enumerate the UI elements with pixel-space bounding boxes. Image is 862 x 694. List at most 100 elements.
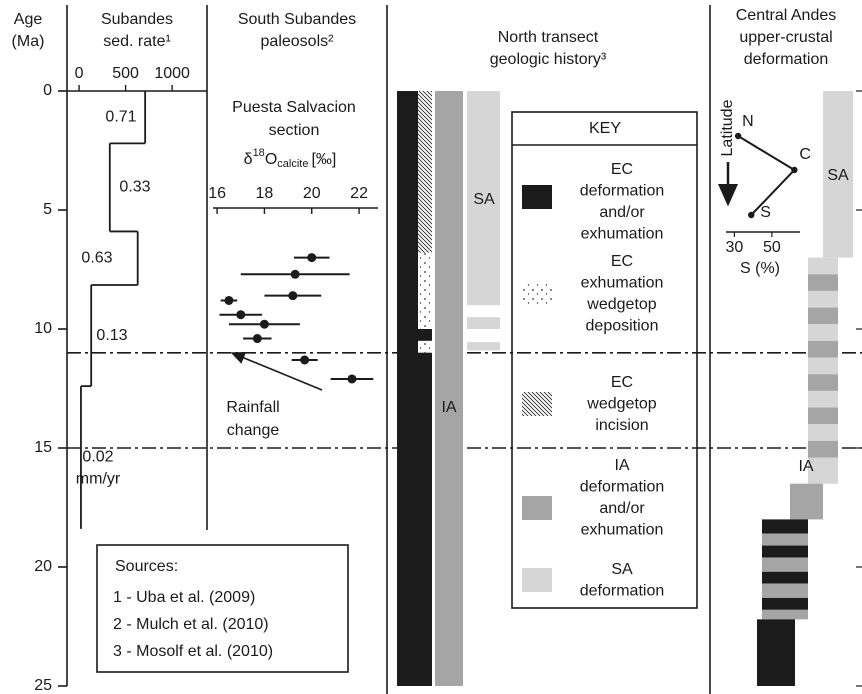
x-tick-label: 22 [350, 185, 368, 202]
column-label: IA [798, 458, 813, 475]
inset-x-label: S (%) [740, 260, 780, 277]
key-label: exhumation [581, 275, 664, 292]
source-item: 1 - Uba et al. (2009) [113, 589, 255, 606]
x-tick-label: 500 [112, 65, 139, 82]
value-label: 0.02 [82, 449, 113, 466]
key-label: exhumation [581, 226, 664, 243]
x-axis-title: δ18Ocalcite [‰] [244, 147, 337, 170]
x-tick-label: 16 [208, 185, 226, 202]
key-label: deformation [580, 583, 665, 600]
panel-title: South Subandes [238, 11, 356, 28]
key-label: and/or [599, 500, 645, 517]
inset-point [791, 166, 798, 174]
key-label: deposition [586, 318, 659, 335]
x-tick-label: 18 [256, 185, 274, 202]
column-segment [418, 91, 432, 253]
inset-x-tick-label: 50 [763, 239, 781, 256]
value-label: 0.63 [81, 249, 112, 266]
key-label: exhumation [581, 522, 664, 539]
column-segment [418, 329, 432, 341]
column-segment [762, 557, 808, 572]
x-tick-label: 20 [303, 185, 321, 202]
column-segment [467, 91, 500, 306]
inset-x-tick-label: 30 [725, 239, 743, 256]
column-segment [808, 407, 838, 425]
y-tick-label: 15 [34, 439, 52, 456]
column-segment [757, 619, 795, 686]
column-segment [808, 457, 838, 484]
column-segment [435, 91, 463, 686]
column-segment [762, 597, 808, 610]
inset-category-label: S [760, 204, 771, 221]
column-segment [808, 357, 838, 375]
panel-title: deformation [744, 51, 829, 68]
key-label: wedgetop [586, 396, 656, 413]
data-point [224, 295, 234, 305]
column-segment [467, 317, 500, 329]
key-swatch [522, 568, 552, 592]
data-point [252, 334, 262, 344]
data-point [236, 310, 246, 320]
column-segment [808, 257, 838, 275]
annotation-arrow [230, 351, 323, 391]
inset-category-label: C [799, 146, 811, 163]
age-axis-title: (Ma) [12, 33, 45, 50]
column-segment [397, 91, 418, 686]
column-segment [790, 483, 823, 520]
value-label: 0.13 [96, 327, 127, 344]
inset-category-label: N [742, 113, 754, 130]
unit-label: mm/yr [76, 471, 121, 488]
key-label: EC [611, 253, 633, 270]
annotation: change [227, 422, 280, 439]
inset-point [734, 132, 742, 140]
column-segment [418, 340, 432, 353]
key-swatch [522, 496, 552, 520]
column-segment [808, 390, 838, 408]
panel-title: North transect [498, 29, 599, 46]
column-segment [808, 424, 838, 441]
key-label: and/or [599, 204, 645, 221]
key-swatch [522, 392, 552, 416]
column-label: SA [827, 167, 849, 184]
sources-box [96, 544, 349, 673]
data-point [347, 374, 357, 384]
column-segment [808, 374, 838, 391]
y-tick-label: 10 [34, 320, 52, 337]
column-segment [808, 324, 838, 341]
panel-title: paleosols² [261, 33, 335, 50]
column-segment [762, 609, 808, 620]
column-segment [418, 352, 432, 686]
column-segment [762, 583, 808, 598]
key-label: incision [595, 417, 648, 434]
column-label: EC [765, 647, 787, 664]
column-segment [762, 545, 808, 558]
key-label: wedgetop [586, 296, 656, 313]
x-axis-title-part: O [265, 151, 277, 168]
x-tick-label: 0 [75, 65, 84, 82]
x-axis-title-part: [‰] [311, 151, 336, 168]
panel-title: geologic history³ [490, 51, 607, 68]
column-label: IA [441, 399, 456, 416]
source-item: 2 - Mulch et al. (2010) [113, 616, 269, 633]
y-tick-label: 0 [43, 82, 52, 99]
panel-title: Central Andes [736, 7, 837, 24]
x-axis-title-part: δ [244, 151, 253, 168]
key-swatch [522, 185, 552, 209]
x-axis-title-part: 18 [253, 147, 265, 159]
column-segment [762, 519, 808, 534]
column-segment [808, 340, 838, 358]
column-segment [418, 252, 432, 329]
y-tick-label: 25 [34, 677, 52, 694]
sources-title: Sources: [115, 558, 178, 575]
key-swatch [522, 283, 552, 307]
key-label: SA [611, 561, 633, 578]
panel-subtitle: Puesta Salvacion [232, 99, 356, 116]
column-segment [762, 533, 808, 546]
key-label: deformation [580, 479, 665, 496]
key-label: EC [611, 374, 633, 391]
column-segment [762, 571, 808, 584]
data-point [288, 291, 298, 301]
data-point [290, 269, 300, 279]
data-point [300, 355, 310, 365]
key-label: IA [614, 457, 629, 474]
